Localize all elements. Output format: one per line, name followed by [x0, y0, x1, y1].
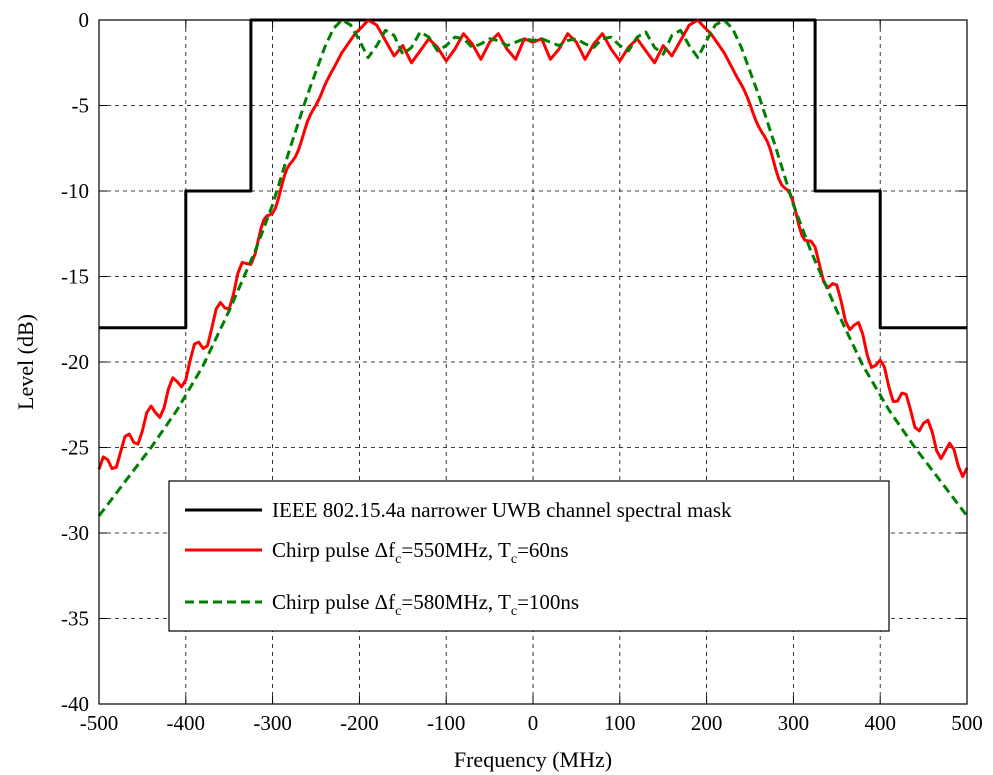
y-tick-label: -15 [61, 265, 89, 289]
legend-green-part: Chirp pulse Δf [272, 590, 395, 614]
x-tick-label: -400 [167, 711, 206, 735]
legend-red-part: Chirp pulse Δf [272, 538, 395, 562]
y-tick-label: -5 [72, 94, 90, 118]
legend: IEEE 802.15.4a narrower UWB channel spec… [168, 480, 890, 632]
legend-green-sub: c [511, 604, 517, 619]
legend-red-sub: c [395, 552, 401, 567]
y-tick-label: -35 [61, 607, 89, 631]
legend-label-red: Chirp pulse Δfc=550MHz, Tc=60ns [272, 538, 569, 567]
ticks [98, 19, 968, 705]
x-tick-label: -300 [253, 711, 292, 735]
x-tick-label: -100 [427, 711, 466, 735]
y-tick-label: 0 [79, 8, 90, 32]
legend-entry: Chirp pulse Δfc=580MHz, Tc=100ns [185, 590, 579, 619]
x-tick-label: 100 [604, 711, 636, 735]
y-tick-label: -20 [61, 350, 89, 374]
x-axis-label: Frequency (MHz) [454, 747, 612, 772]
y-tick-label: -40 [61, 692, 89, 716]
x-tick-label: 0 [528, 711, 539, 735]
legend-label-green: Chirp pulse Δfc=580MHz, Tc=100ns [272, 590, 579, 619]
legend-green-sub: c [395, 604, 401, 619]
x-tick-label: 400 [864, 711, 896, 735]
legend-entry: IEEE 802.15.4a narrower UWB channel spec… [185, 498, 732, 522]
x-tick-label: 500 [951, 711, 983, 735]
legend-red-part: =60ns [517, 538, 569, 562]
x-tick-label: 200 [691, 711, 723, 735]
y-tick-label: -25 [61, 436, 89, 460]
y-axis-label: Level (dB) [13, 314, 38, 410]
legend-box [168, 480, 890, 632]
legend-label-mask: IEEE 802.15.4a narrower UWB channel spec… [272, 498, 732, 522]
legend-entry: Chirp pulse Δfc=550MHz, Tc=60ns [185, 538, 569, 567]
legend-red-sub: c [511, 552, 517, 567]
y-tick-label: -10 [61, 179, 89, 203]
chirp-550-series-line [97, 18, 969, 479]
legend-red-part: =550MHz, T [401, 538, 511, 562]
chirp-580-series-line [97, 18, 969, 517]
x-tick-label: -200 [340, 711, 379, 735]
legend-green-part: =580MHz, T [401, 590, 511, 614]
x-tick-label: 300 [778, 711, 810, 735]
y-tick-label: -30 [61, 521, 89, 545]
tick-labels: -500 -400 -300 -200 -100 0 100 200 300 400 500 0 -5 -… [61, 8, 983, 735]
x-tick-label: -500 [80, 711, 119, 735]
legend-green-part: =100ns [517, 590, 579, 614]
